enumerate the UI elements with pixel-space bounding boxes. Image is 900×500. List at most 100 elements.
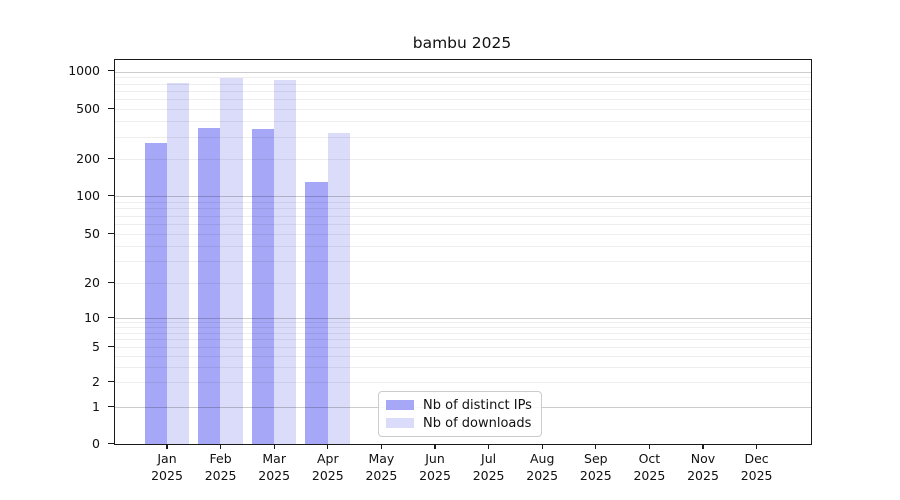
minor-gridline — [115, 327, 811, 329]
y-tick-label: 1000 — [68, 63, 100, 78]
minor-gridline — [115, 261, 811, 263]
x-tick-label-year: 2025 — [419, 468, 451, 483]
x-tick-label: Oct 2025 — [619, 450, 679, 484]
x-tick-mark — [380, 444, 383, 449]
legend-label: Nb of downloads — [423, 415, 532, 431]
bar-downloads — [166, 82, 190, 444]
legend-item: Nb of distinct IPs — [386, 398, 541, 413]
y-tick-mark — [108, 157, 114, 159]
legend-swatch — [386, 418, 414, 428]
x-tick-label-month: Feb — [209, 451, 232, 466]
x-tick-label-year: 2025 — [151, 468, 183, 483]
minor-gridline — [115, 245, 811, 247]
x-tick-mark — [166, 444, 168, 449]
legend: Nb of distinct IPs Nb of downloads — [378, 391, 542, 437]
minor-gridline — [115, 332, 811, 334]
minor-gridline — [115, 355, 811, 357]
y-tick-label: 200 — [76, 150, 100, 166]
y-tick-label: 50 — [84, 225, 100, 241]
x-tick-label-month: Aug — [529, 451, 555, 466]
x-tick-label-year: 2025 — [311, 468, 344, 483]
x-tick-mark — [755, 444, 758, 449]
minor-gridline — [115, 83, 811, 85]
y-tick-mark — [108, 345, 114, 347]
y-tick-label: 1 — [92, 398, 100, 414]
minor-gridline — [115, 77, 811, 79]
minor-gridline — [115, 224, 811, 225]
legend-swatch — [386, 400, 414, 410]
x-tick-label: Jul 2025 — [459, 450, 519, 484]
minor-gridline — [115, 159, 811, 160]
minor-gridline — [115, 339, 811, 341]
minor-gridline — [115, 121, 811, 123]
x-tick-label: Sep 2025 — [566, 450, 626, 484]
minor-gridline — [115, 234, 811, 235]
minor-gridline — [115, 215, 811, 217]
minor-gridline — [115, 322, 811, 324]
minor-gridline — [115, 283, 811, 284]
x-tick-label-month: Nov — [690, 451, 716, 466]
bar-downloads — [220, 78, 243, 444]
x-tick-mark — [487, 444, 490, 449]
y-tick-label: 2 — [92, 373, 100, 389]
y-tick-label: 100 — [76, 187, 100, 203]
x-tick-label-month: Mar — [262, 451, 286, 466]
minor-gridline — [115, 136, 811, 138]
bar-downloads — [327, 132, 350, 444]
y-tick-mark — [108, 380, 114, 382]
x-tick-mark — [219, 444, 222, 449]
y-tick-label: 0 — [92, 435, 100, 451]
x-tick-label-month: Sep — [584, 451, 608, 466]
x-tick-label-month: Jun — [425, 451, 445, 466]
y-tick-label: 500 — [76, 100, 100, 116]
y-tick-mark — [108, 316, 114, 318]
minor-gridline — [115, 347, 811, 348]
chart-title: bambu 2025 — [412, 34, 512, 52]
x-tick-label: Aug 2025 — [512, 450, 572, 484]
x-tick-label-year: 2025 — [204, 468, 237, 483]
y-tick-mark — [108, 194, 114, 196]
x-tick-label: Mar 2025 — [244, 450, 304, 484]
x-tick-mark — [327, 444, 329, 449]
x-tick-mark — [648, 444, 651, 449]
y-tick-label: 20 — [84, 274, 100, 290]
y-tick-mark — [108, 281, 114, 283]
x-tick-mark — [541, 444, 543, 449]
x-tick-label: Dec 2025 — [727, 450, 787, 484]
legend-label: Nb of distinct IPs — [423, 397, 532, 413]
x-tick-label-year: 2025 — [258, 468, 291, 483]
y-tick-label: 10 — [84, 309, 100, 325]
x-tick-label-month: Dec — [744, 451, 769, 466]
x-tick-label: Nov 2025 — [673, 450, 733, 484]
bar-downloads — [274, 79, 297, 444]
x-tick-mark — [434, 444, 436, 449]
major-gridline — [115, 318, 811, 319]
bar-distinct-ips — [305, 182, 328, 444]
y-tick-mark — [108, 232, 114, 234]
y-tick-mark — [108, 442, 114, 444]
minor-gridline — [115, 90, 811, 92]
x-tick-label-year: 2025 — [526, 468, 559, 483]
x-tick-mark — [595, 444, 597, 449]
x-tick-label-month: Jan — [157, 451, 177, 466]
x-tick-label: May 2025 — [351, 450, 411, 484]
x-tick-label: Feb 2025 — [191, 450, 251, 484]
y-tick-mark — [108, 70, 114, 72]
y-tick-mark — [108, 107, 114, 109]
x-tick-label-year: 2025 — [633, 468, 666, 483]
y-tick-label: 5 — [92, 338, 100, 354]
legend-item: Nb of downloads — [386, 416, 541, 431]
plot-area — [114, 59, 812, 445]
minor-gridline — [115, 99, 811, 101]
x-tick-label: Apr 2025 — [298, 450, 358, 484]
y-tick-mark — [108, 405, 114, 407]
x-tick-label-year: 2025 — [472, 468, 505, 483]
bar-distinct-ips — [251, 129, 274, 444]
x-tick-label-month: Apr — [316, 451, 339, 466]
bar-distinct-ips — [198, 127, 221, 444]
x-tick-label-year: 2025 — [365, 468, 398, 483]
minor-gridline — [115, 201, 811, 203]
major-gridline — [115, 71, 811, 73]
minor-gridline — [115, 366, 811, 368]
